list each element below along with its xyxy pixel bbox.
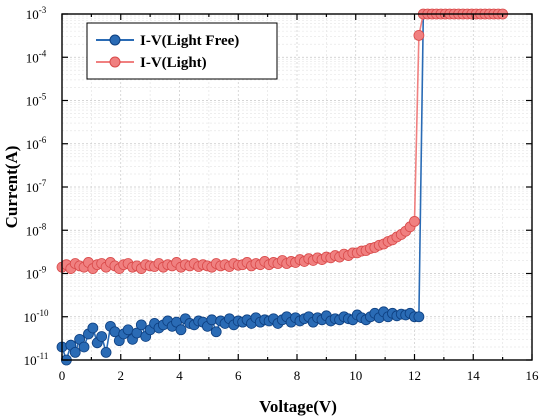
legend-box [86, 22, 278, 80]
data-point-light [409, 216, 420, 227]
legend-label-light-free: I-V(Light Free) [140, 33, 239, 49]
y-tick-base: 10 [26, 267, 39, 282]
x-tick-label: 8 [294, 368, 301, 383]
y-tick-label: 10-10 [24, 308, 49, 325]
y-tick-exponent: -9 [39, 265, 47, 275]
y-tick-base: 10 [26, 7, 39, 22]
data-point-light-free [413, 311, 425, 323]
data-point-light-free [96, 331, 108, 342]
x-tick-label: 12 [408, 368, 421, 383]
y-tick-base: 10 [26, 50, 39, 65]
y-tick-label: 10-6 [26, 135, 47, 152]
y-axis-label: Current(A) [2, 146, 21, 229]
y-tick-label: 10-4 [26, 48, 47, 65]
data-point-light-free [78, 341, 90, 353]
y-tick-exponent: -3 [39, 5, 47, 15]
x-tick-label: 6 [235, 368, 242, 383]
legend-marker-light-free [109, 34, 121, 46]
y-tick-base: 10 [26, 223, 39, 238]
data-point-light-free [210, 326, 222, 338]
y-tick-exponent: -5 [39, 92, 47, 102]
data-point-light-free [69, 346, 81, 358]
x-axis-label: Voltage(V) [259, 397, 337, 416]
y-tick-base: 10 [24, 310, 37, 325]
x-tick-label: 2 [118, 368, 125, 383]
y-tick-base: 10 [26, 94, 39, 109]
data-point-light-free [206, 314, 218, 326]
y-tick-label: 10-9 [26, 265, 47, 282]
data-point-light-free [135, 319, 147, 331]
y-tick-exponent: -8 [39, 221, 47, 231]
x-tick-labels: 0 2 4 6 8 10 12 14 16 [59, 368, 539, 383]
legend-marker-light [109, 56, 121, 68]
y-tick-base: 10 [26, 137, 39, 152]
axis-ticks [61, 13, 533, 361]
x-tick-label: 4 [176, 368, 183, 383]
y-tick-exponent: -7 [39, 178, 47, 188]
x-tick-label: 16 [526, 368, 540, 383]
legend: I-V(Light Free) I-V(Light) [86, 22, 278, 80]
data-point-light-free [87, 322, 99, 334]
y-tick-exponent: -4 [39, 48, 47, 58]
legend-label-light: I-V(Light) [140, 55, 207, 71]
x-tick-label: 0 [59, 368, 66, 383]
x-tick-label: 14 [467, 368, 481, 383]
y-tick-label: 10-5 [26, 92, 47, 109]
data-point-light-free [100, 346, 112, 358]
data-point-light-free [175, 324, 187, 336]
y-tick-label: 10-7 [26, 178, 47, 195]
x-tick-label: 10 [349, 368, 362, 383]
y-tick-exponent: -11 [37, 351, 49, 361]
y-tick-label: 10-3 [26, 5, 47, 22]
data-point-light [413, 30, 425, 41]
y-tick-base: 10 [26, 180, 39, 195]
y-tick-base: 10 [24, 353, 37, 368]
y-tick-label: 10-8 [26, 221, 47, 238]
y-tick-exponent: -10 [37, 308, 49, 318]
data-point-light-free [109, 326, 121, 338]
series-points [56, 8, 509, 366]
y-tick-label: 10-11 [24, 351, 49, 368]
y-tick-exponent: -6 [39, 135, 47, 145]
